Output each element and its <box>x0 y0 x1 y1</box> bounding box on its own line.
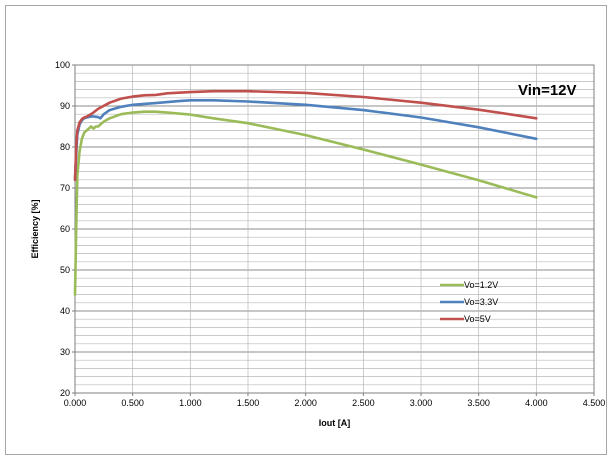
x-tick-label: 2.500 <box>352 398 375 408</box>
series-line-1 <box>73 110 538 296</box>
legend-label: Vo=5V <box>464 314 491 324</box>
y-axis-title: Efficiency [%] <box>30 199 40 258</box>
y-tick-label: 100 <box>55 60 70 70</box>
x-tick-label: 3.500 <box>467 398 490 408</box>
series-line-3 <box>73 89 538 182</box>
x-tick-label: 0.500 <box>121 398 144 408</box>
x-tick-label: 4.500 <box>583 398 606 408</box>
x-tick-label: 1.000 <box>179 398 202 408</box>
legend: Vo=1.2V Vo=3.3V Vo=5V <box>440 280 498 324</box>
y-tick-label: 30 <box>60 347 70 357</box>
input-voltage-annotation: Vin=12V <box>518 82 577 99</box>
x-tick-label: 1.500 <box>237 398 260 408</box>
x-axis-title: Iout [A] <box>319 418 351 428</box>
y-tick-label: 50 <box>60 265 70 275</box>
y-tick-label: 60 <box>60 224 70 234</box>
legend-label: Vo=1.2V <box>464 280 498 290</box>
tick-labels: 20 30 40 50 60 70 80 90 100 0.000 0.500 1.000 1.500 2… <box>55 60 605 408</box>
series-lines <box>73 89 538 296</box>
x-tick-label: 0.000 <box>64 398 87 408</box>
y-tick-label: 90 <box>60 101 70 111</box>
y-tick-label: 20 <box>60 388 70 398</box>
x-tick-label: 4.000 <box>525 398 548 408</box>
y-tick-label: 40 <box>60 306 70 316</box>
y-tick-label: 70 <box>60 183 70 193</box>
y-tick-label: 80 <box>60 142 70 152</box>
legend-label: Vo=3.3V <box>464 297 498 307</box>
x-tick-label: 3.000 <box>410 398 433 408</box>
x-tick-label: 2.000 <box>294 398 317 408</box>
